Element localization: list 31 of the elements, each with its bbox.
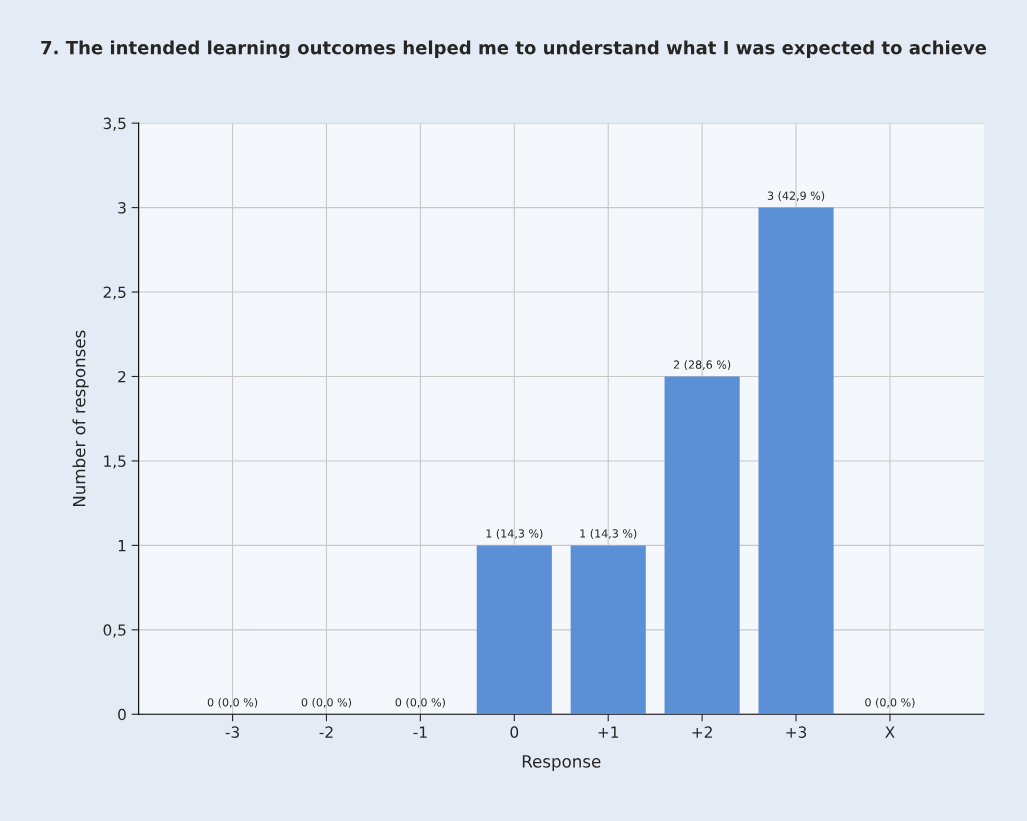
y-tick-label: 2 <box>118 370 126 383</box>
y-tick-label: 3 <box>118 202 126 214</box>
x-tick-label: -2 <box>319 726 333 738</box>
bar <box>570 545 646 715</box>
data-label: 0 (0,0 %) <box>395 697 445 708</box>
x-tick-label: -3 <box>225 726 239 738</box>
bar <box>476 545 552 715</box>
data-label: 0 (0,0 %) <box>207 697 258 708</box>
x-tick-label: +1 <box>598 726 619 738</box>
data-label: 1 (14,3 %) <box>486 529 543 539</box>
y-tick-label: 3,5 <box>103 117 126 131</box>
x-axis-title: Response <box>522 755 601 771</box>
x-tick-label: +3 <box>786 726 807 738</box>
y-tick-label: 2,5 <box>103 286 126 300</box>
data-label: 1 (14,3 %) <box>580 529 637 539</box>
x-tick-label: +2 <box>692 726 712 738</box>
y-tick-label: 0,5 <box>103 624 126 638</box>
data-label: 0 (0,0 %) <box>301 697 352 708</box>
x-tick-label: -1 <box>413 726 427 738</box>
y-tick-label: 0 <box>118 708 126 721</box>
x-tick-label: X <box>885 726 895 738</box>
y-tick-label: 1,5 <box>104 455 126 469</box>
data-label: 3 (42,9 %) <box>767 191 825 202</box>
data-label: 2 (28,6 %) <box>673 360 731 371</box>
x-tick-label: 0 <box>510 726 519 738</box>
bar <box>664 376 740 715</box>
y-tick-label: 1 <box>118 540 126 552</box>
y-axis-title: Number of responses <box>72 330 89 507</box>
bar <box>758 207 834 715</box>
chart-title: 7. The intended learning outcomes helped me to understand what I was expected to achieve <box>41 40 987 59</box>
data-label: 0 (0,0 %) <box>865 697 915 708</box>
